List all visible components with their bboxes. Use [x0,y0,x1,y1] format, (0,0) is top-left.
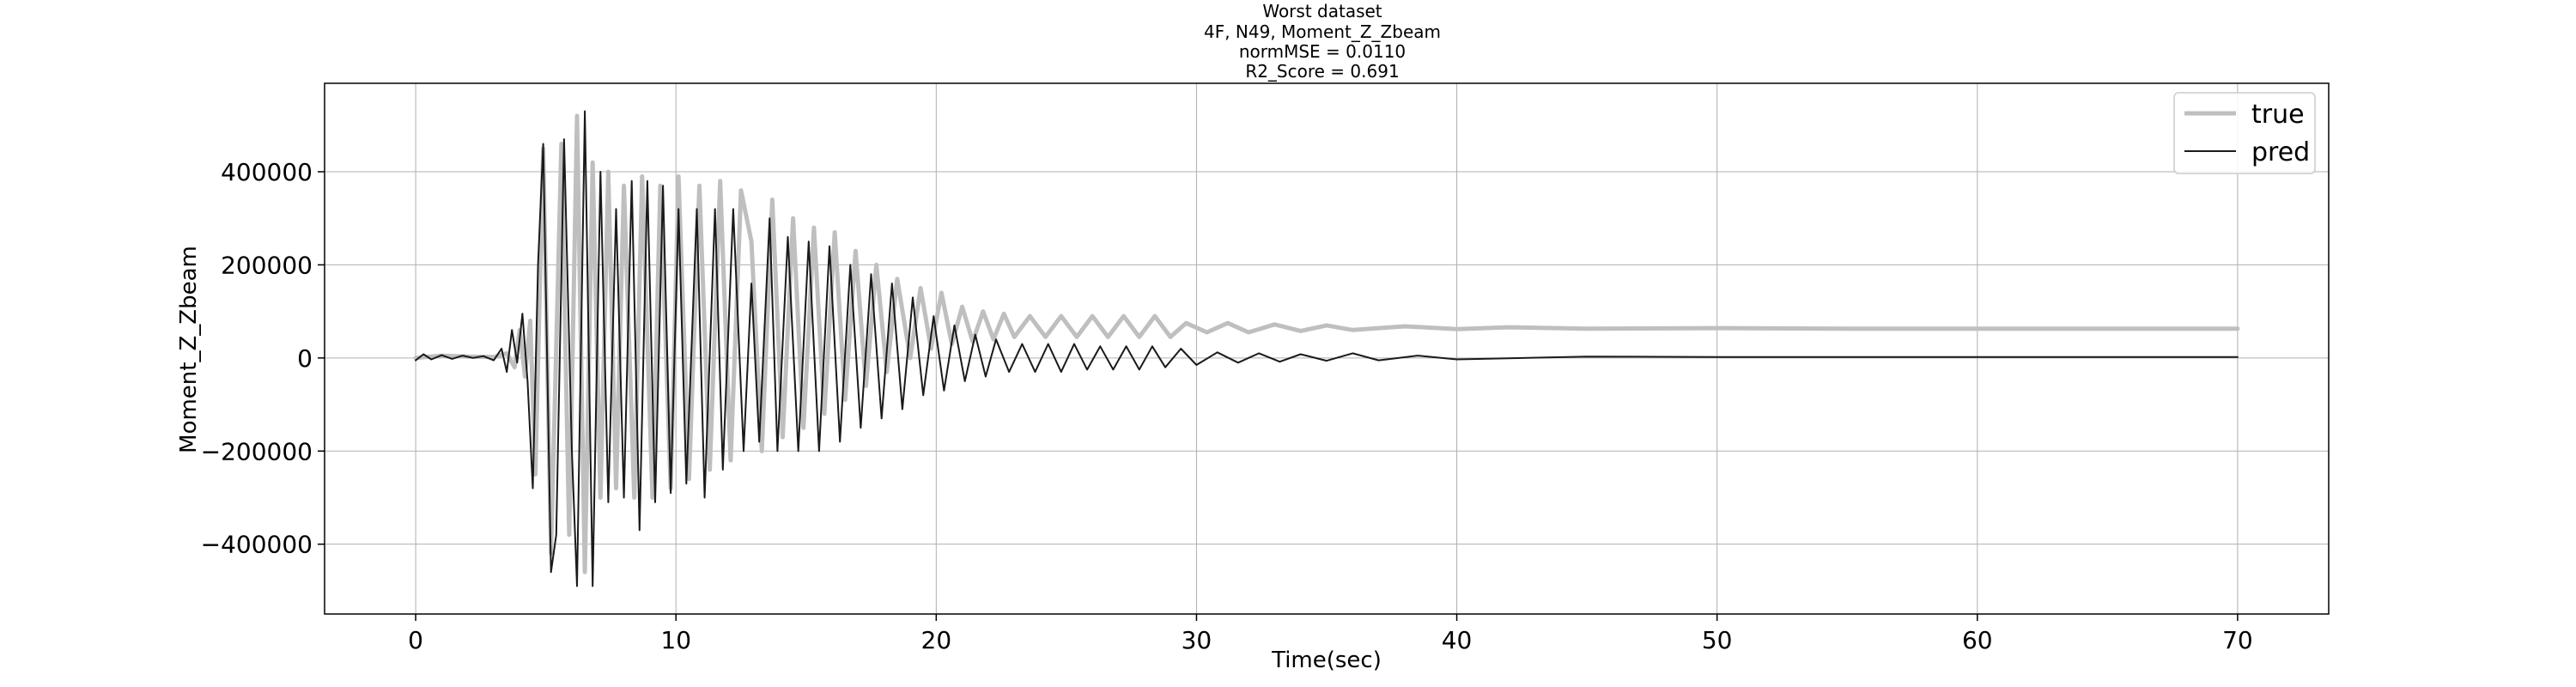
x-tick-label: 0 [408,626,423,654]
y-tick-label: −400000 [201,531,313,559]
x-tick-label: 30 [1182,626,1212,654]
y-tick-label: 200000 [221,251,313,279]
x-tick-label: 20 [921,626,952,654]
legend-label-true: true [2251,100,2305,130]
y-axis-ticks: −400000 −200000 0 200000 400000 [201,158,325,559]
y-tick-label: 400000 [221,158,313,186]
x-tick-label: 50 [1702,626,1733,654]
plot-area-frame [324,82,2330,615]
x-tick-label: 40 [1442,626,1473,654]
series-line-true [413,113,2240,575]
x-tick-label: 60 [1962,626,1993,654]
y-axis-label: Moment_Z_Zbeam [176,246,202,453]
chart-title: Worst dataset 4F, N49, Moment_Z_Zbeam no… [1204,1,1441,82]
legend-label-pred: pred [2251,137,2310,167]
x-axis-ticks: 0 10 20 30 40 50 60 70 [408,614,2253,654]
x-axis-label: Time(sec) [1271,647,1382,673]
x-tick-label: 70 [2222,626,2253,654]
series-layer [413,110,2240,587]
grid-lines [325,83,2329,614]
title-line: Worst dataset [1262,1,1382,21]
norm-mse-line: normMSE = 0.0110 [1239,41,1406,62]
y-tick-label: −200000 [201,437,313,465]
r2-score-line: R2_Score = 0.691 [1245,61,1399,82]
subtitle-line: 4F, N49, Moment_Z_Zbeam [1204,21,1441,42]
series-line-pred [415,110,2239,587]
x-tick-label: 10 [660,626,691,654]
legend: true pred [2173,92,2316,174]
y-tick-label: 0 [297,344,313,373]
